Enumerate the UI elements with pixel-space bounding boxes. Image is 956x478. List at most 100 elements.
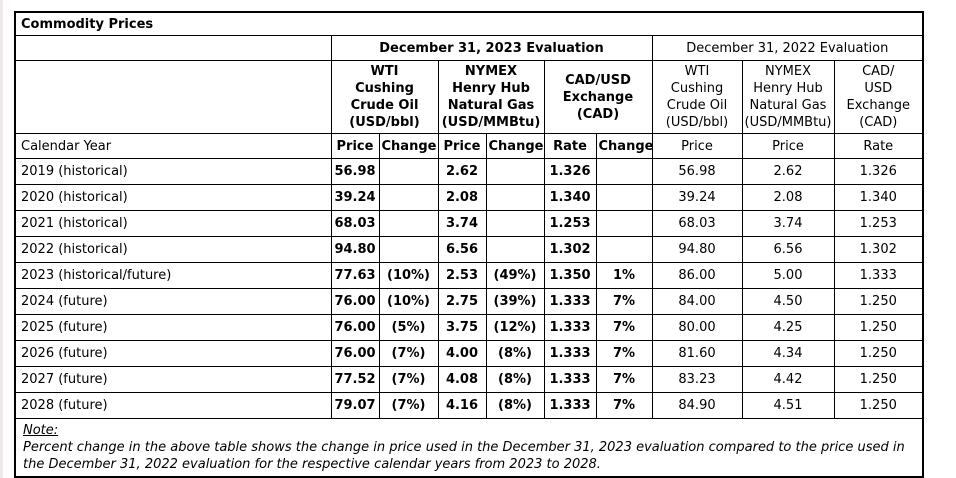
value-cell: (8%) <box>485 340 545 367</box>
column-header-row: Calendar Year Price Change Price Change … <box>14 133 924 159</box>
value-cell: 2.75 <box>437 288 487 315</box>
value-cell: 1.340 <box>833 184 924 211</box>
value-cell: 1% <box>595 262 653 289</box>
value-cell: (39%) <box>485 288 545 315</box>
value-cell: 4.00 <box>437 340 487 367</box>
value-cell: 7% <box>595 288 653 315</box>
value-cell: 1.250 <box>833 314 924 341</box>
value-cell: 3.74 <box>437 210 487 237</box>
value-cell <box>485 210 545 237</box>
value-cell: 1.333 <box>543 366 597 393</box>
col-2023-wti-change: Change <box>378 133 439 159</box>
value-cell: 1.333 <box>543 340 597 367</box>
value-cell <box>485 236 545 263</box>
value-cell: 4.42 <box>741 366 835 393</box>
value-cell: 1.250 <box>833 340 924 367</box>
value-cell: 4.16 <box>437 392 487 419</box>
value-cell: 1.253 <box>543 210 597 237</box>
value-cell: 7% <box>595 392 653 419</box>
group-2023-cadusd: CAD/USD Exchange (CAD) <box>543 60 653 134</box>
calendar-year-header: Calendar Year <box>14 133 332 159</box>
value-cell <box>378 184 439 211</box>
commodity-group-header-row: WTI Cushing Crude Oil (USD/bbl) NYMEX He… <box>14 60 924 134</box>
value-cell: 56.98 <box>651 158 743 185</box>
value-cell: 5.00 <box>741 262 835 289</box>
year-label-cell: 2019 (historical) <box>14 158 332 185</box>
col-2023-fx-rate: Rate <box>543 133 597 159</box>
value-cell: 77.52 <box>330 366 380 393</box>
value-cell <box>378 210 439 237</box>
value-cell: 94.80 <box>651 236 743 263</box>
value-cell <box>485 158 545 185</box>
value-cell: 1.333 <box>543 314 597 341</box>
blank-cell <box>14 35 332 61</box>
value-cell: 39.24 <box>651 184 743 211</box>
value-cell: 6.56 <box>437 236 487 263</box>
value-cell: 2.62 <box>741 158 835 185</box>
value-cell: 6.56 <box>741 236 835 263</box>
col-2023-gas-price: Price <box>437 133 487 159</box>
value-cell: 76.00 <box>330 340 380 367</box>
value-cell: (12%) <box>485 314 545 341</box>
value-cell: 1.250 <box>833 392 924 419</box>
value-cell: 83.23 <box>651 366 743 393</box>
group-2023-wti: WTI Cushing Crude Oil (USD/bbl) <box>330 60 439 134</box>
table-row: 2023 (historical/future) 77.63 (10%) 2.53 (4… <box>14 262 924 289</box>
value-cell: 68.03 <box>651 210 743 237</box>
year-label-cell: 2021 (historical) <box>14 210 332 237</box>
value-cell: 80.00 <box>651 314 743 341</box>
value-cell: 76.00 <box>330 288 380 315</box>
value-cell: 1.326 <box>833 158 924 185</box>
value-cell: 4.08 <box>437 366 487 393</box>
value-cell: 7% <box>595 340 653 367</box>
col-2022-wti-price: Price <box>651 133 743 159</box>
table-title: Commodity Prices <box>14 11 924 36</box>
value-cell: (7%) <box>378 340 439 367</box>
value-cell <box>595 184 653 211</box>
note-label: Note: <box>23 423 59 438</box>
group-2022-wti: WTI Cushing Crude Oil (USD/bbl) <box>651 60 743 134</box>
year-label-cell: 2023 (historical/future) <box>14 262 332 289</box>
value-cell: 4.50 <box>741 288 835 315</box>
value-cell: 4.25 <box>741 314 835 341</box>
value-cell: 2.08 <box>741 184 835 211</box>
value-cell: 2.08 <box>437 184 487 211</box>
year-label-cell: 2022 (historical) <box>14 236 332 263</box>
note-cell: Note: Percent change in the above table … <box>14 418 924 478</box>
eval-2022-header: December 31, 2022 Evaluation <box>651 35 924 61</box>
value-cell: (8%) <box>485 366 545 393</box>
value-cell <box>595 210 653 237</box>
table-row: 2025 (future) 76.00 (5%) 3.75 (12%) 1.333 7% 80… <box>14 314 924 341</box>
value-cell: (7%) <box>378 392 439 419</box>
value-cell: 7% <box>595 314 653 341</box>
value-cell: 94.80 <box>330 236 380 263</box>
value-cell: 68.03 <box>330 210 380 237</box>
year-label-cell: 2020 (historical) <box>14 184 332 211</box>
eval-2023-header: December 31, 2023 Evaluation <box>330 35 653 61</box>
value-cell: 7% <box>595 366 653 393</box>
table-row: 2027 (future) 77.52 (7%) 4.08 (8%) 1.333 7% 83.… <box>14 366 924 393</box>
value-cell <box>595 236 653 263</box>
value-cell: (8%) <box>485 392 545 419</box>
col-2023-fx-change: Change <box>595 133 653 159</box>
value-cell: 1.333 <box>543 288 597 315</box>
left-edge-strip <box>0 0 3 478</box>
value-cell: 39.24 <box>330 184 380 211</box>
value-cell: 84.00 <box>651 288 743 315</box>
value-cell: 4.51 <box>741 392 835 419</box>
commodity-prices-table: Commodity Prices December 31, 2023 Evalu… <box>14 11 925 478</box>
table-row: 2028 (future) 79.07 (7%) 4.16 (8%) 1.333 7% 84.… <box>14 392 924 419</box>
year-label-cell: 2024 (future) <box>14 288 332 315</box>
group-2022-nymex: NYMEX Henry Hub Natural Gas (USD/MMBtu) <box>741 60 835 134</box>
year-label-cell: 2025 (future) <box>14 314 332 341</box>
value-cell <box>595 158 653 185</box>
value-cell: 1.253 <box>833 210 924 237</box>
data-rows-body: 2019 (historical) 56.98 2.62 1.326 56.98 2.62… <box>14 158 924 419</box>
col-2023-wti-price: Price <box>330 133 380 159</box>
value-cell: (10%) <box>378 262 439 289</box>
year-label-cell: 2026 (future) <box>14 340 332 367</box>
value-cell: 1.350 <box>543 262 597 289</box>
value-cell: 1.326 <box>543 158 597 185</box>
note-text: Percent change in the above table shows … <box>23 440 905 472</box>
col-2022-fx-rate: Rate <box>833 133 924 159</box>
